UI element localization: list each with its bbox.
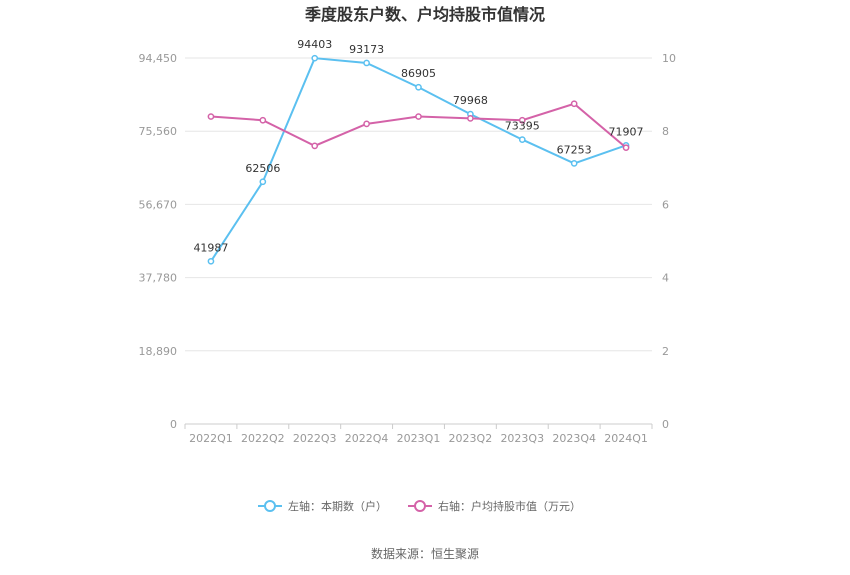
grid [185,57,652,425]
x-tick-label: 2023Q3 [500,432,544,445]
legend-swatch-marker [264,500,276,512]
data-point[interactable] [259,116,267,124]
data-point[interactable] [259,178,267,186]
data-label: 79968 [453,94,488,107]
x-tick-label: 2022Q2 [241,432,285,445]
data-labels: 41987 62506 94403 93173 86905 79968 73395 67253… [193,38,643,254]
y-right-tick-label: 4 [662,272,669,285]
x-tick-label: 2023Q4 [552,432,596,445]
data-point[interactable] [415,113,422,120]
series-line-avg-value [210,102,627,149]
y-left-tick-label: 37,780 [139,272,178,285]
legend-label: 左轴：本期数（户） [288,499,387,513]
y-left-tick-label: 94,450 [139,52,178,65]
data-point[interactable] [518,116,526,124]
data-point[interactable] [207,113,215,120]
y-left-tick-label: 75,560 [139,125,178,138]
y-right-tick-label: 8 [662,125,669,138]
data-label: 41987 [193,241,228,254]
data-point[interactable] [622,144,630,152]
x-tick-label: 2022Q1 [189,432,233,445]
x-tick-label: 2022Q3 [293,432,337,445]
legend-swatch-marker [414,500,426,512]
data-label: 71907 [609,125,644,138]
right-axis: 0 2 4 6 8 10 [662,52,676,431]
y-right-tick-label: 2 [662,345,669,358]
data-label: 73395 [505,120,540,133]
y-right-tick-label: 0 [662,418,669,431]
legend-item[interactable]: 左轴：本期数（户） [258,499,387,513]
data-point[interactable] [363,120,370,128]
x-tick-label: 2022Q4 [345,432,389,445]
y-right-tick-label: 10 [662,52,676,65]
y-left-tick-label: 0 [170,418,177,431]
data-point[interactable] [311,142,319,150]
legend-label: 右轴：户均持股市值（万元） [438,499,581,513]
data-point[interactable] [570,100,578,108]
legend-item[interactable]: 右轴：户均持股市值（万元） [408,499,581,513]
data-point[interactable] [363,59,370,67]
data-point[interactable] [207,257,215,265]
chart-title: 季度股东户数、户均持股市值情况 [304,5,545,24]
data-point[interactable] [311,54,319,62]
y-left-tick-label: 18,890 [139,345,178,358]
x-tick-label: 2023Q2 [449,432,493,445]
data-point[interactable] [415,83,422,91]
data-point[interactable] [518,136,526,143]
data-label: 67253 [557,143,592,156]
data-label: 94403 [297,38,332,51]
data-label: 62506 [245,162,280,175]
data-point[interactable] [570,160,578,167]
data-label: 93173 [349,43,384,56]
x-tick-label: 2023Q1 [397,432,441,445]
x-tick-label: 2024Q1 [604,432,648,445]
y-right-tick-label: 6 [662,198,669,211]
source-note: 数据来源：恒生聚源 [371,546,479,561]
left-axis: 0 18,890 37,780 56,670 75,560 94,450 [139,52,178,431]
data-point[interactable] [467,115,474,122]
data-label: 86905 [401,67,436,80]
series-layer [207,54,630,265]
y-left-tick-label: 56,670 [139,198,178,211]
x-axis: 2022Q1 2022Q2 2022Q3 2022Q4 2023Q1 2023Q2 2023… [184,424,653,445]
legend[interactable]: 左轴：本期数（户） 右轴：户均持股市值（万元） [258,499,581,513]
